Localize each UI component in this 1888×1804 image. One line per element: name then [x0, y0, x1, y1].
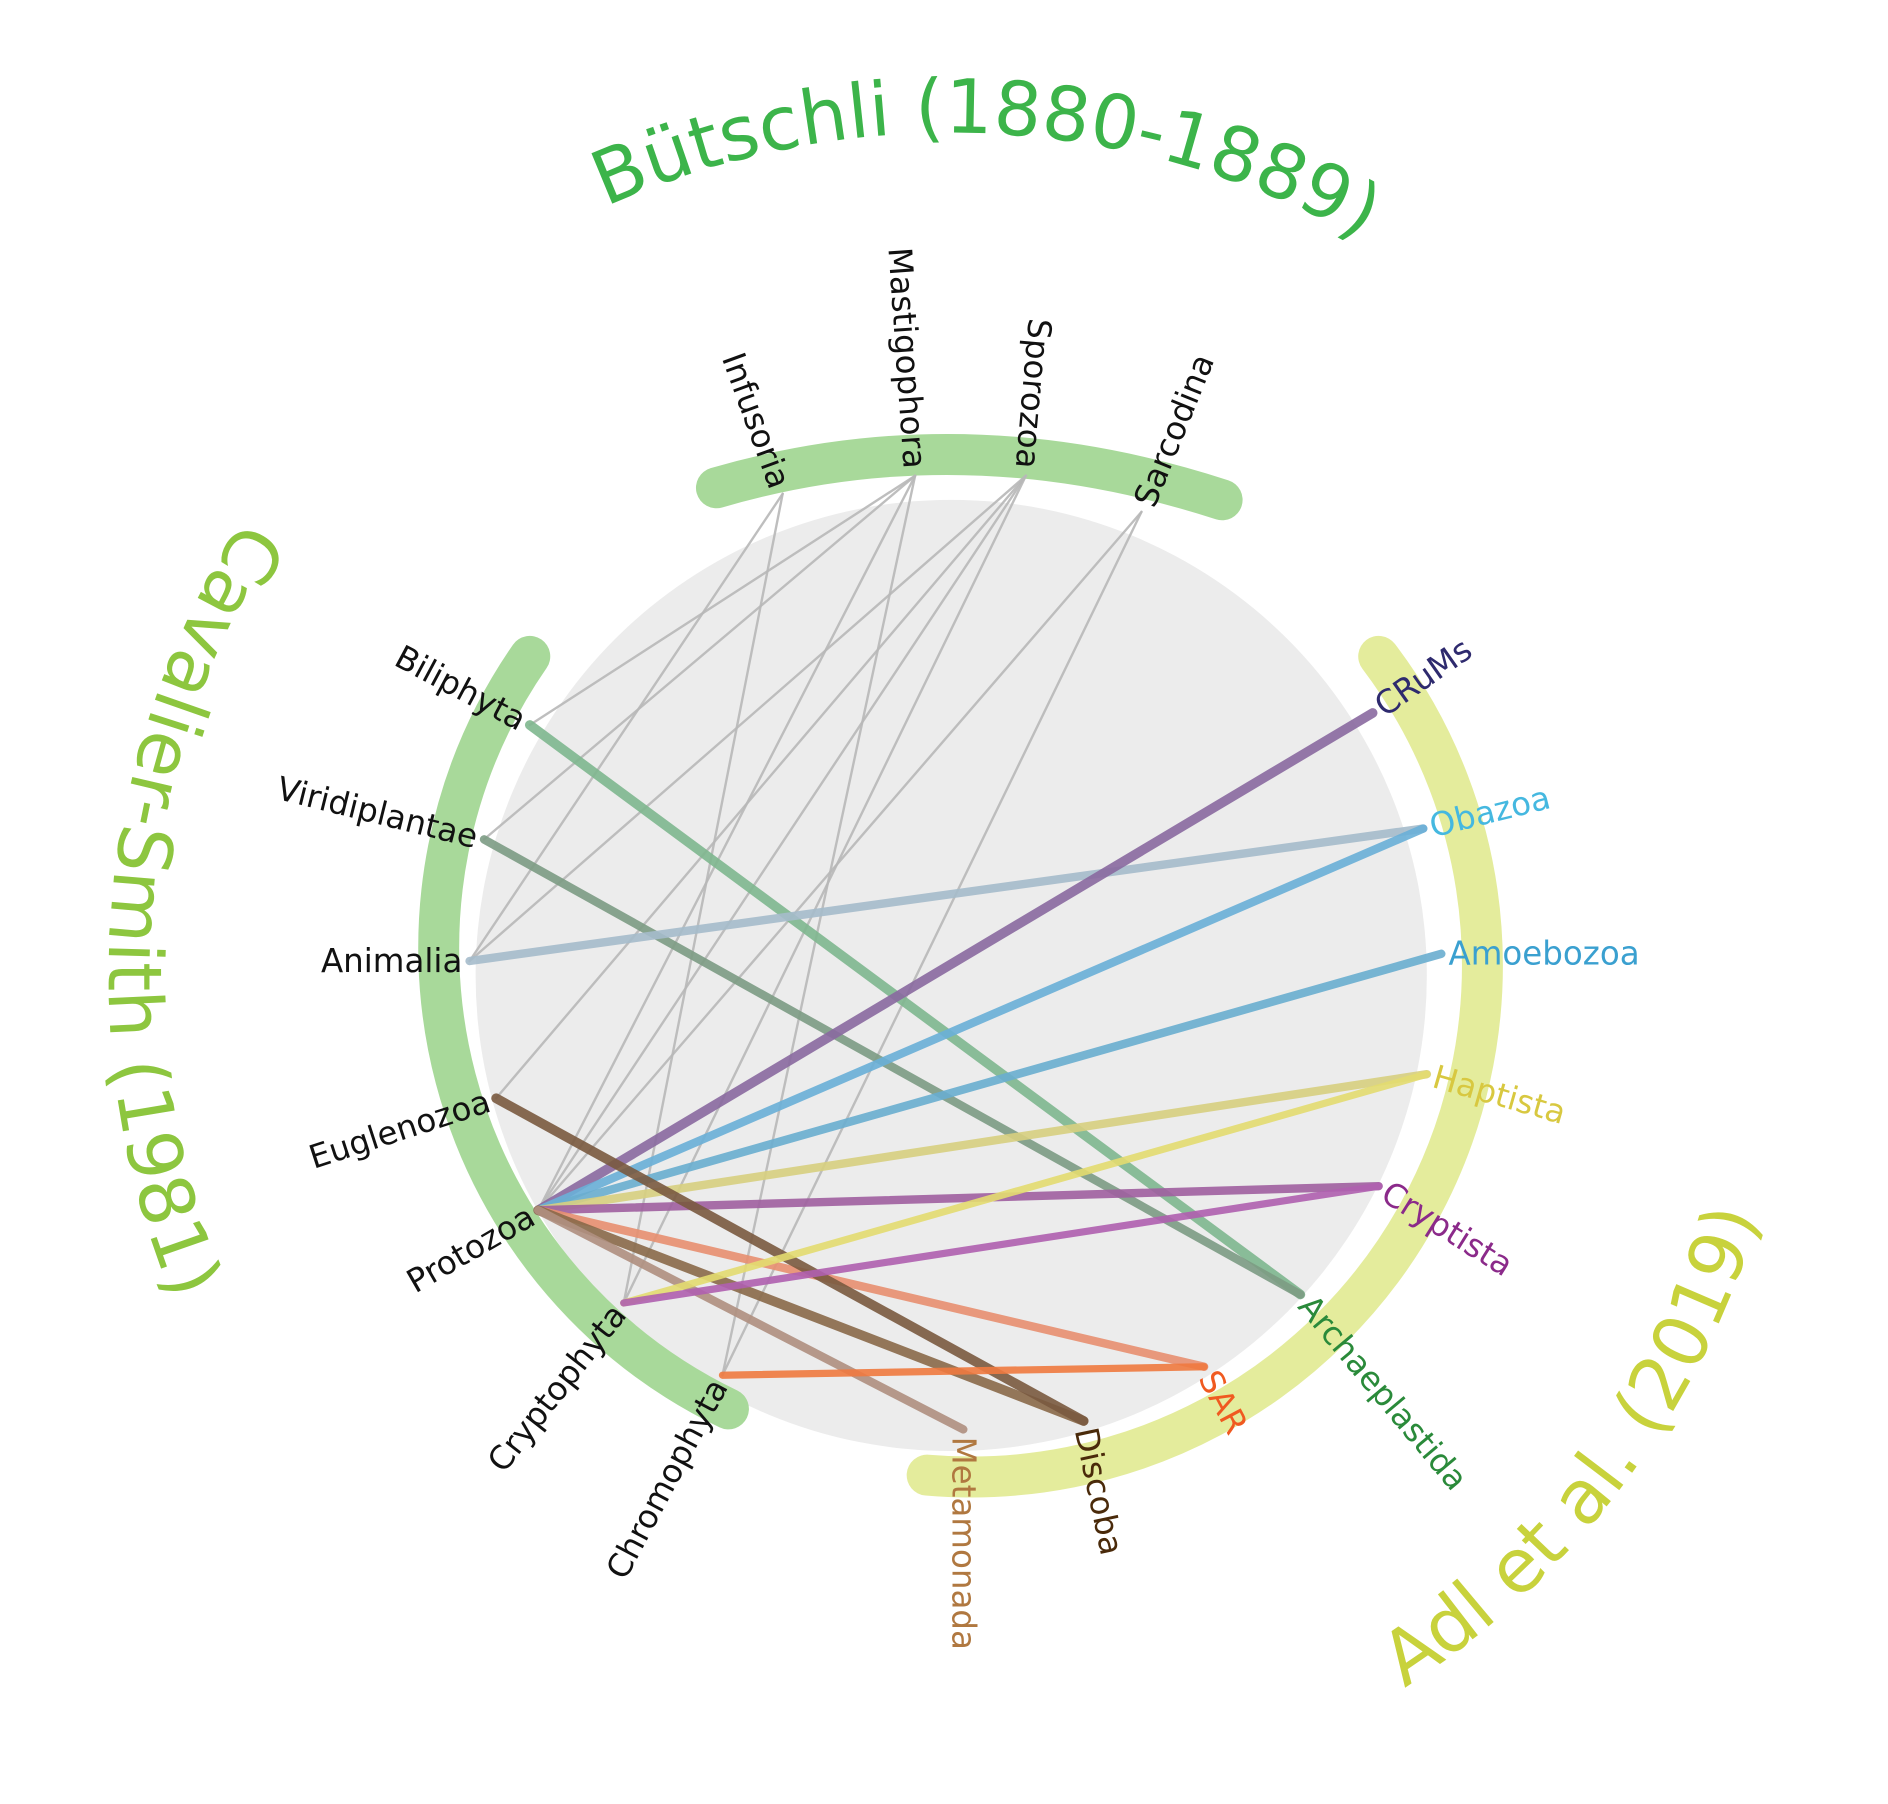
link — [718, 1363, 1208, 1379]
links — [465, 474, 1446, 1434]
link — [533, 1205, 1089, 1426]
group-title: Cavalier-Smith (1981) — [90, 509, 301, 1308]
link — [537, 474, 917, 1212]
link — [482, 474, 917, 841]
node-label: Amoebozoa — [1449, 935, 1640, 973]
group-title-text: Cavalier-Smith (1981) — [90, 509, 301, 1308]
link — [620, 1070, 1431, 1307]
link — [534, 1069, 1432, 1215]
group-arc — [906, 635, 1503, 1498]
link — [721, 510, 1143, 1377]
link — [468, 492, 784, 963]
link — [494, 474, 1028, 1100]
link — [620, 1182, 1383, 1307]
link — [721, 474, 917, 1377]
link — [534, 1206, 1209, 1371]
group-title: Bütschli (1880-1889) — [579, 63, 1395, 255]
link — [534, 824, 1428, 1215]
link — [622, 492, 784, 1305]
link — [528, 474, 917, 727]
group-arc — [418, 635, 749, 1430]
link — [534, 1206, 968, 1434]
link — [537, 510, 1143, 1212]
link — [533, 708, 1378, 1216]
link — [534, 949, 1446, 1215]
node-label: Metamonada — [944, 1437, 982, 1650]
group-title-text: Bütschli (1880-1889) — [579, 63, 1395, 255]
link — [524, 720, 1306, 1300]
link — [537, 474, 1028, 1212]
node-label: Archaeplastida — [1291, 1288, 1476, 1498]
link — [465, 824, 1428, 966]
node-label: Chromophyta — [599, 1373, 736, 1586]
group-arc — [695, 434, 1243, 521]
node-label: Cryptophyta — [480, 1297, 634, 1479]
link — [534, 1181, 1383, 1215]
node-label: Animalia — [321, 942, 462, 980]
